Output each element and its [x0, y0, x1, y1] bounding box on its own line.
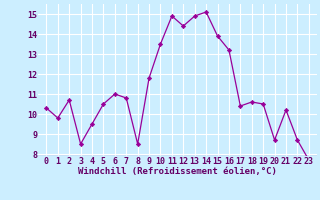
- X-axis label: Windchill (Refroidissement éolien,°C): Windchill (Refroidissement éolien,°C): [78, 167, 277, 176]
